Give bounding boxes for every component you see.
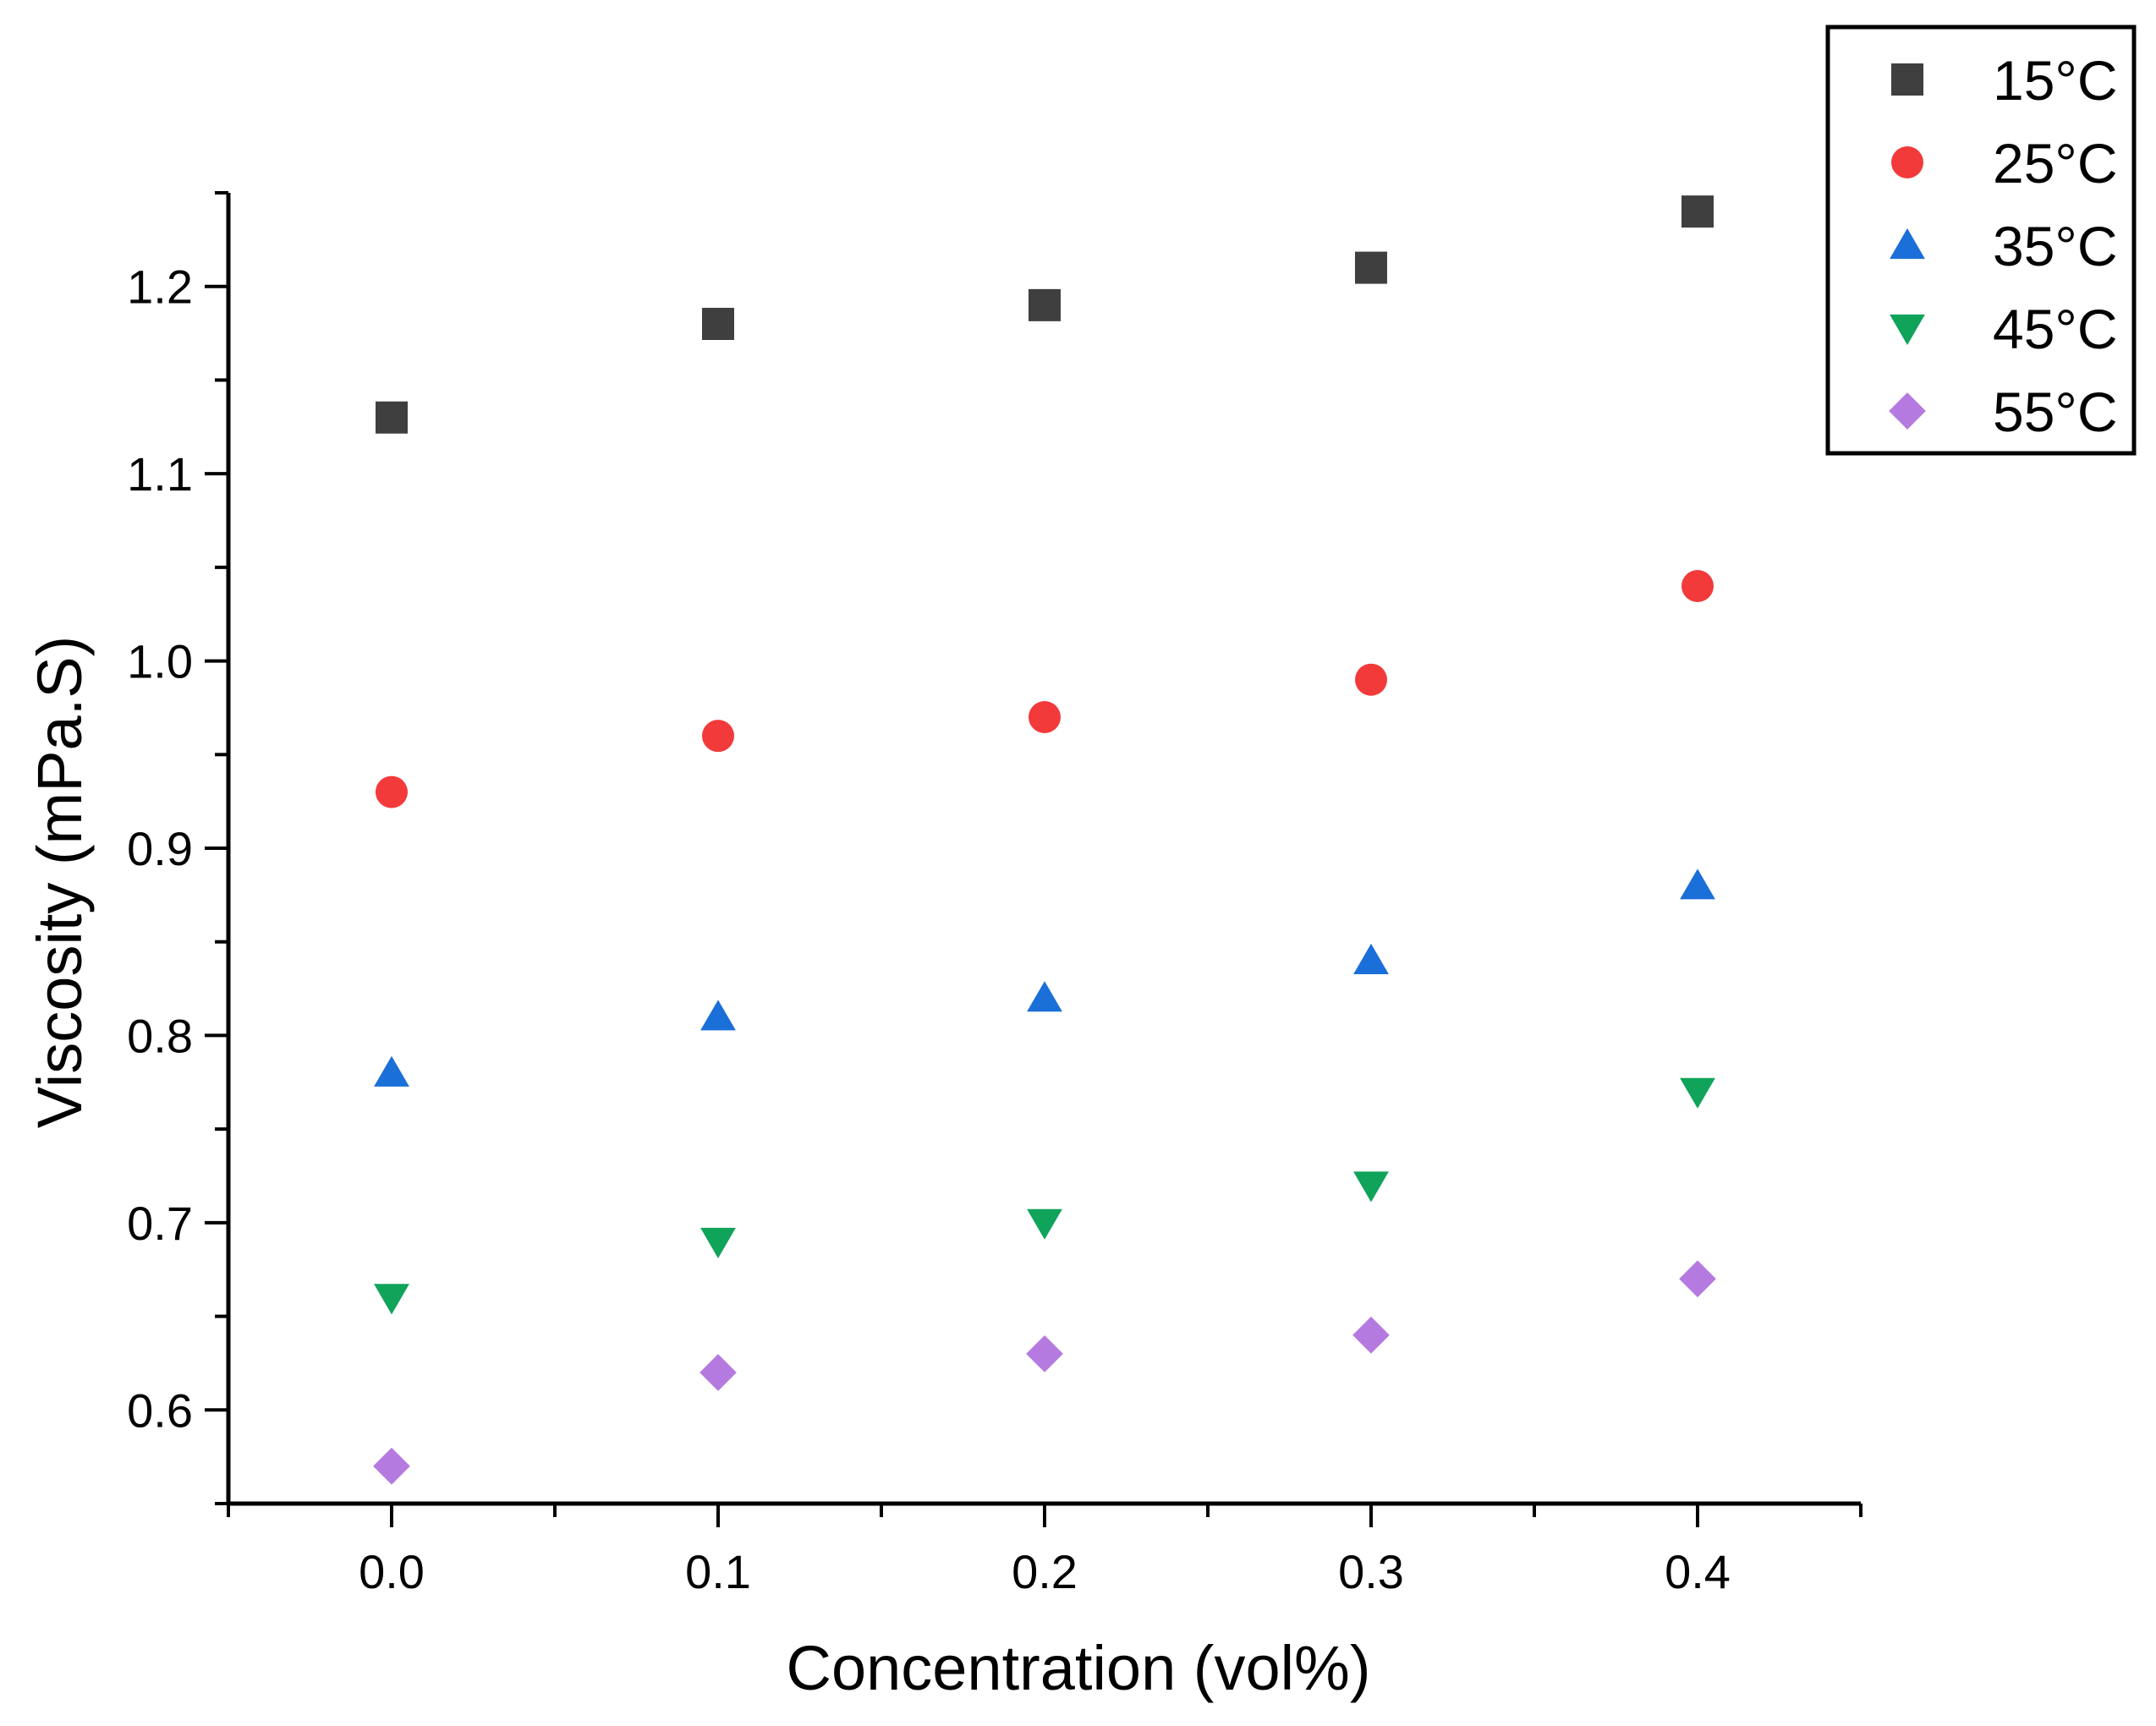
y-tick-label: 1.2 bbox=[127, 260, 193, 314]
data-point bbox=[1352, 1316, 1390, 1354]
data-point bbox=[1681, 195, 1714, 228]
data-point bbox=[1353, 1171, 1389, 1203]
data-point bbox=[702, 308, 734, 340]
data-point bbox=[1027, 1208, 1062, 1240]
data-point bbox=[1029, 288, 1061, 321]
legend: 15°C 25°C 35°C 45°C 55°C bbox=[1825, 25, 2137, 456]
ticks: 0.0 0.1 0.2 0.3 0.4 0.6 0.7 0.8 0.9 1.0 1.1 1.2 bbox=[127, 191, 1862, 1598]
legend-label: 45°C bbox=[1993, 298, 2118, 360]
legend-marker bbox=[1890, 314, 1925, 345]
data-point bbox=[376, 775, 408, 808]
data-point bbox=[1680, 1077, 1715, 1109]
series-2 bbox=[374, 868, 1715, 1087]
y-tick-label: 0.6 bbox=[127, 1384, 193, 1437]
data-point bbox=[699, 1354, 737, 1391]
y-tick-label: 0.7 bbox=[127, 1197, 193, 1250]
data-point bbox=[702, 720, 734, 753]
axes bbox=[226, 193, 1861, 1506]
data-point bbox=[700, 1227, 736, 1258]
y-axis-label: Viscosity (mPa.S) bbox=[25, 636, 95, 1129]
x-axis-label: Concentration (vol%) bbox=[787, 1633, 1371, 1703]
data-point bbox=[1680, 868, 1715, 900]
legend-label: 55°C bbox=[1993, 381, 2118, 443]
series-1 bbox=[376, 570, 1714, 808]
x-tick-label: 0.0 bbox=[359, 1545, 425, 1598]
legend-marker bbox=[1891, 146, 1923, 178]
x-tick-label: 0.4 bbox=[1665, 1545, 1731, 1598]
data-point bbox=[1353, 943, 1389, 975]
data-point bbox=[1681, 570, 1714, 602]
data-point bbox=[1026, 1335, 1063, 1373]
legend-label: 15°C bbox=[1993, 49, 2118, 112]
data-point bbox=[1029, 701, 1061, 733]
data-point bbox=[373, 1447, 410, 1485]
y-tick-label: 1.1 bbox=[127, 447, 193, 501]
legend-marker bbox=[1889, 392, 1926, 430]
legend-label: 35°C bbox=[1993, 215, 2118, 277]
x-tick-label: 0.2 bbox=[1012, 1545, 1078, 1598]
y-tick-label: 0.8 bbox=[127, 1009, 193, 1062]
data-point bbox=[376, 401, 408, 434]
data-points bbox=[373, 195, 1716, 1485]
legend-label: 25°C bbox=[1993, 132, 2118, 195]
data-point bbox=[1027, 981, 1062, 1012]
data-point bbox=[700, 1000, 736, 1031]
legend-marker bbox=[1890, 228, 1925, 260]
y-tick-label: 0.9 bbox=[127, 822, 193, 875]
data-point bbox=[374, 1055, 409, 1087]
data-point bbox=[374, 1284, 409, 1315]
x-tick-label: 0.1 bbox=[685, 1545, 751, 1598]
series-0 bbox=[376, 195, 1714, 434]
data-point bbox=[1355, 663, 1387, 696]
x-tick-label: 0.3 bbox=[1338, 1545, 1404, 1598]
legend-marker bbox=[1891, 63, 1923, 96]
data-point bbox=[1679, 1260, 1716, 1298]
legend-box bbox=[1825, 25, 2137, 456]
series-4 bbox=[373, 1260, 1716, 1485]
y-tick-label: 1.0 bbox=[127, 635, 193, 688]
data-point bbox=[1355, 251, 1387, 284]
series-3 bbox=[374, 1077, 1715, 1315]
